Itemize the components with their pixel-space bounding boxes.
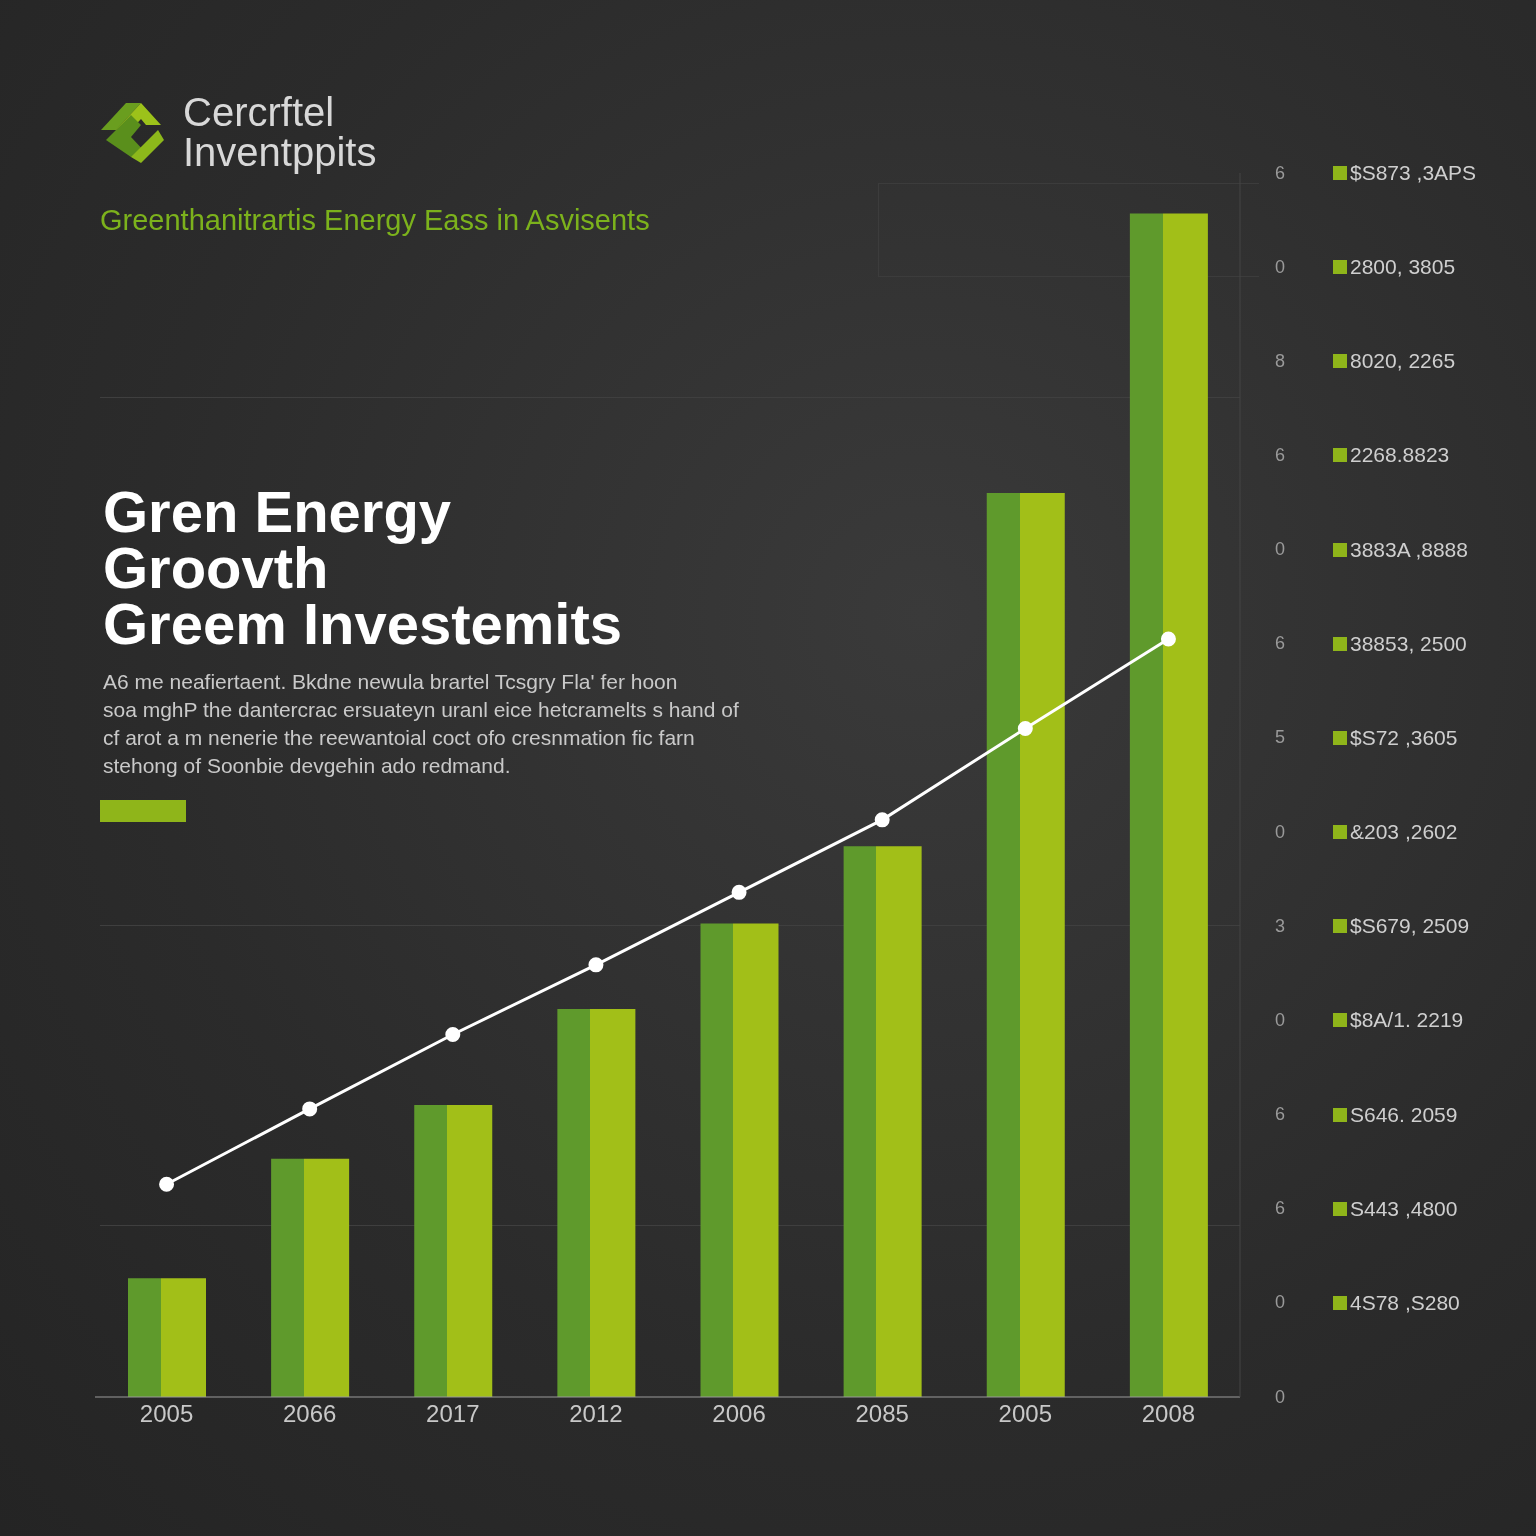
html-text:Gren Energy: Gren Energy [103, 479, 452, 544]
html-text:6: 6 [1275, 162, 1285, 183]
html-text:$8A/1. 2219: $8A/1. 2219 [1350, 1008, 1464, 1032]
html-text:6: 6 [1275, 633, 1285, 654]
html-text:0: 0 [1275, 256, 1285, 277]
svg-text:2005: 2005 [140, 1400, 193, 1427]
html-text:0: 0 [1275, 1009, 1285, 1030]
html-text:Greem Investemits: Greem Investemits [103, 591, 622, 656]
html-text:$S873 ,3APS: $S873 ,3APS [1350, 161, 1477, 184]
html-text:38853, 2500: 38853, 2500 [1350, 631, 1467, 655]
html-text:A6 me neafiertaent. Bkdne newu: A6 me neafiertaent. Bkdne newula brartel… [103, 670, 678, 693]
html-text:8020, 2265: 8020, 2265 [1350, 349, 1456, 373]
html-text:S646. 2059: S646. 2059 [1350, 1102, 1458, 1126]
html-text:Inventppits: Inventppits [183, 130, 377, 174]
html-text:cf arot a m nenerie the reewan: cf arot a m nenerie the reewantoial coct… [103, 726, 695, 749]
html-text:0: 0 [1275, 1386, 1285, 1407]
html-text:4S78 ,S280: 4S78 ,S280 [1350, 1290, 1460, 1314]
html-text:0: 0 [1275, 821, 1285, 842]
html-text:6: 6 [1275, 445, 1285, 465]
html-text:3: 3 [1275, 915, 1285, 936]
svg-text:2006: 2006 [712, 1400, 765, 1427]
html-text:Greenthanitrartis Energy Eass: Greenthanitrartis Energy Eass in Asvisen… [100, 204, 650, 236]
svg-text:2017: 2017 [426, 1400, 479, 1427]
svg-text:2005: 2005 [999, 1400, 1052, 1427]
html-text:$S679, 2509: $S679, 2509 [1350, 914, 1470, 938]
html-text:2800, 3805: 2800, 3805 [1350, 255, 1456, 279]
html-text:5: 5 [1275, 727, 1285, 748]
html-text:stehong of Soonbie devgehin ad: stehong of Soonbie devgehin ado redmand. [103, 754, 511, 777]
html-text:soa mghP the dantercrac ersuat: soa mghP the dantercrac ersuateyn uranl … [103, 698, 739, 721]
html-text:2268.8823: 2268.8823 [1350, 443, 1450, 467]
html-text:6: 6 [1275, 1104, 1285, 1124]
html-text:Groovth: Groovth [103, 535, 329, 600]
html-text:S443 ,4800: S443 ,4800 [1350, 1196, 1458, 1220]
html-text:Cercrftel: Cercrftel [183, 90, 335, 134]
svg-text:2008: 2008 [1142, 1400, 1195, 1427]
html-text:0: 0 [1275, 1292, 1285, 1313]
svg-text:2066: 2066 [283, 1400, 336, 1427]
html-text:3883A ,8888: 3883A ,8888 [1350, 537, 1468, 561]
html-text:&203 ,2602: &203 ,2602 [1350, 820, 1458, 844]
html-text:$S72 ,3605: $S72 ,3605 [1350, 725, 1458, 749]
html-text:0: 0 [1275, 539, 1285, 560]
svg-text:2012: 2012 [569, 1400, 622, 1427]
html-text:8: 8 [1275, 350, 1285, 371]
svg-text:2085: 2085 [855, 1400, 908, 1427]
html-text:6: 6 [1275, 1198, 1285, 1219]
